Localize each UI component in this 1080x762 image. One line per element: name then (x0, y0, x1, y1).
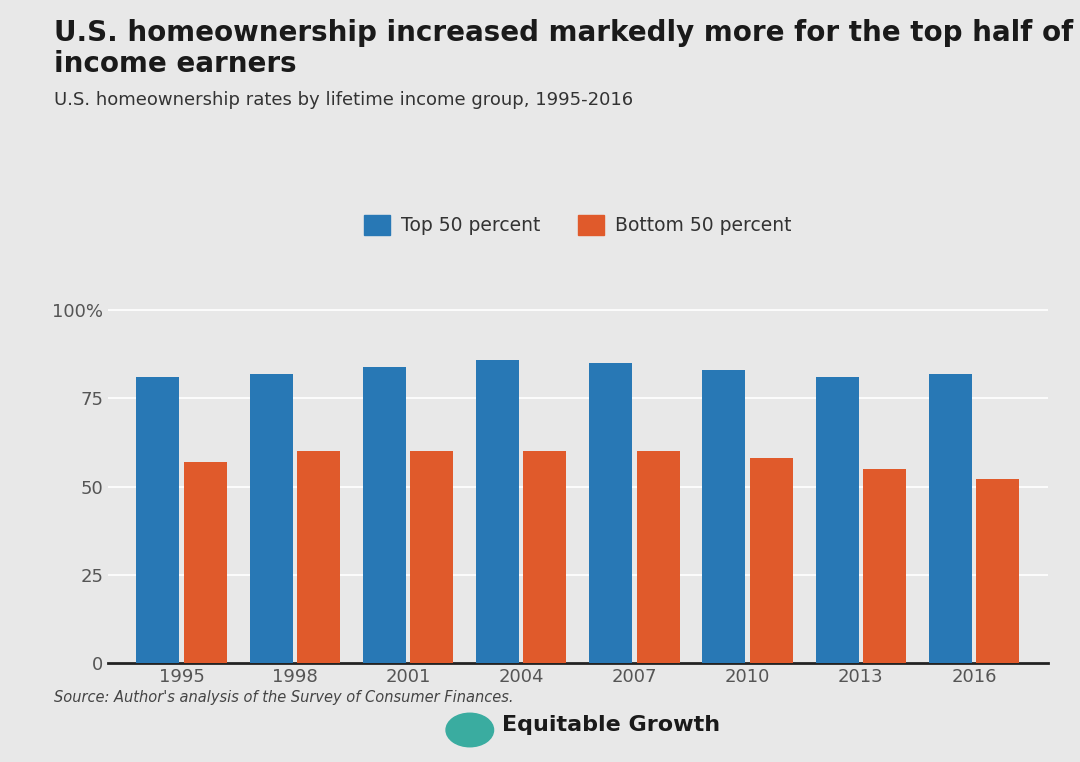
Bar (136, 377, 179, 663)
Text: ~: ~ (461, 721, 478, 739)
Bar (524, 451, 567, 663)
Bar (750, 458, 793, 663)
Bar (637, 451, 679, 663)
Bar (702, 370, 745, 663)
Text: U.S. homeownership rates by lifetime income group, 1995-2016: U.S. homeownership rates by lifetime inc… (54, 91, 633, 110)
Bar (976, 479, 1020, 663)
Bar (297, 451, 340, 663)
Bar (363, 367, 406, 663)
Bar (476, 360, 518, 663)
Bar (929, 373, 972, 663)
Bar (410, 451, 454, 663)
Bar (863, 469, 906, 663)
Text: Equitable Growth: Equitable Growth (502, 716, 720, 735)
Text: Source: Author's analysis of the Survey of Consumer Finances.: Source: Author's analysis of the Survey … (54, 690, 513, 705)
Bar (589, 363, 632, 663)
Legend: Top 50 percent, Bottom 50 percent: Top 50 percent, Bottom 50 percent (356, 207, 799, 243)
Bar (815, 377, 859, 663)
Text: U.S. homeownership increased markedly more for the top half of: U.S. homeownership increased markedly mo… (54, 19, 1074, 47)
Bar (249, 373, 293, 663)
Bar (184, 462, 227, 663)
Text: income earners: income earners (54, 50, 297, 78)
